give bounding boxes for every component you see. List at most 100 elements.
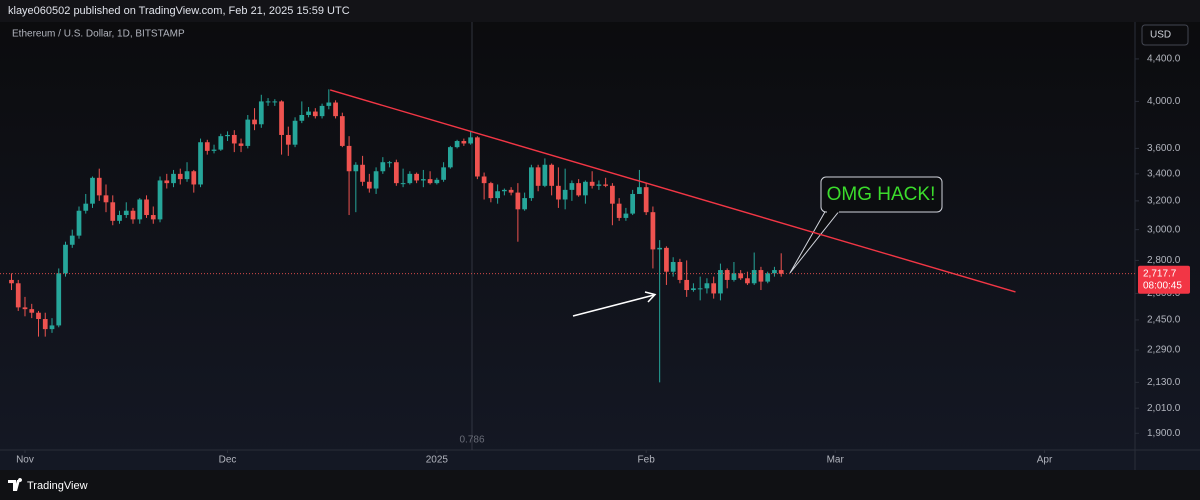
candle-body <box>474 137 480 177</box>
candle-body <box>522 198 527 210</box>
candle-body <box>765 273 771 282</box>
candle-body <box>110 202 116 221</box>
candle-body <box>22 307 28 310</box>
candle-body <box>387 162 392 164</box>
candle-body <box>664 247 669 272</box>
candle-body <box>610 185 615 204</box>
candle-body <box>461 141 467 144</box>
last-price-box <box>1138 265 1190 294</box>
candle-body <box>292 120 298 145</box>
candle-body <box>562 189 568 200</box>
candle-body <box>515 192 521 210</box>
candle-body <box>157 180 163 220</box>
candle-body <box>623 213 629 218</box>
y-tick-label: 3,200.0 <box>1147 196 1181 207</box>
candle-body <box>441 167 446 180</box>
candle-body <box>677 262 683 280</box>
publisher-text: klaye060502 published on TradingView.com… <box>8 5 350 17</box>
candle-body <box>556 185 561 200</box>
candle-body <box>83 203 89 211</box>
header-bar <box>0 0 1200 22</box>
candle-body <box>670 262 676 272</box>
arrow-shaft <box>572 294 655 317</box>
y-tick-label: 3,000.0 <box>1147 224 1181 235</box>
candle-body <box>549 164 554 186</box>
candle-body <box>90 177 95 204</box>
candle-body <box>400 183 406 185</box>
candle-body <box>164 180 170 184</box>
candle-body <box>63 244 68 274</box>
candle-body <box>657 247 663 250</box>
x-tick-label: Nov <box>16 455 34 466</box>
currency-box[interactable] <box>1141 24 1189 46</box>
candle-body <box>198 142 203 185</box>
candle-body <box>502 189 507 192</box>
y-tick-label: 2,010.0 <box>1147 403 1181 414</box>
candle-body <box>312 111 318 117</box>
candle-body <box>306 111 311 115</box>
y-tick-label: 2,450.0 <box>1147 315 1181 326</box>
candle-body <box>204 142 210 151</box>
candle-body <box>103 195 109 203</box>
y-tick-label: 3,600.0 <box>1147 143 1181 154</box>
footer-bar <box>0 470 1200 500</box>
candle-body <box>393 162 399 184</box>
candle-body <box>333 102 338 117</box>
candle-body <box>414 173 419 181</box>
candle-body <box>225 134 230 137</box>
candle-body <box>15 283 21 308</box>
candle-body <box>218 136 224 150</box>
crosshair-label: 0.786 <box>459 435 484 446</box>
candle-body <box>360 164 365 182</box>
candle-body <box>637 187 642 194</box>
candle-body <box>751 270 757 284</box>
candle-body <box>603 184 609 186</box>
candle-body <box>569 183 575 190</box>
candle-body <box>56 273 62 326</box>
candle-body <box>407 173 413 184</box>
candle-body <box>718 270 723 294</box>
brand-name: TradingView <box>27 480 88 492</box>
candle-body <box>596 184 602 186</box>
candle-body <box>238 143 244 146</box>
y-tick-label: 4,400.0 <box>1147 54 1181 65</box>
candle-body <box>366 181 372 189</box>
candle-body <box>650 212 656 250</box>
candle-body <box>231 134 237 144</box>
candle-body <box>630 193 636 214</box>
x-tick-label: Dec <box>219 455 237 466</box>
candle-body <box>117 215 122 221</box>
candle-body <box>9 279 14 284</box>
candle-body <box>529 167 534 199</box>
candle-body <box>447 147 453 168</box>
candle-body <box>211 149 217 151</box>
candle-body <box>495 191 500 199</box>
candle-body <box>299 114 305 121</box>
candle-body <box>279 101 284 135</box>
y-tick-label: 1,900.0 <box>1147 428 1181 439</box>
y-tick-label: 2,800.0 <box>1147 255 1181 266</box>
candle-body <box>468 137 473 144</box>
candle-body <box>184 171 190 180</box>
symbol-title: Ethereum / U.S. Dollar, 1D, BITSTAMP <box>12 29 185 40</box>
brand-logo <box>8 478 23 491</box>
currency-label[interactable]: USD <box>1150 30 1171 41</box>
candle-body <box>272 101 278 103</box>
candle-body <box>265 101 271 103</box>
candle-body <box>745 278 750 284</box>
candle-body <box>171 173 176 184</box>
candle-body <box>36 312 41 320</box>
countdown-label: 08:00:45 <box>1143 280 1182 291</box>
callout-box <box>820 176 943 213</box>
candle-body <box>245 119 251 146</box>
candles <box>9 89 784 383</box>
candle-body <box>326 102 332 106</box>
candle-body <box>731 273 737 280</box>
candle-body <box>684 279 690 291</box>
candle-body <box>434 179 440 184</box>
candle-body <box>130 210 136 220</box>
candle-body <box>252 119 257 125</box>
x-tick-label: Mar <box>827 455 845 466</box>
